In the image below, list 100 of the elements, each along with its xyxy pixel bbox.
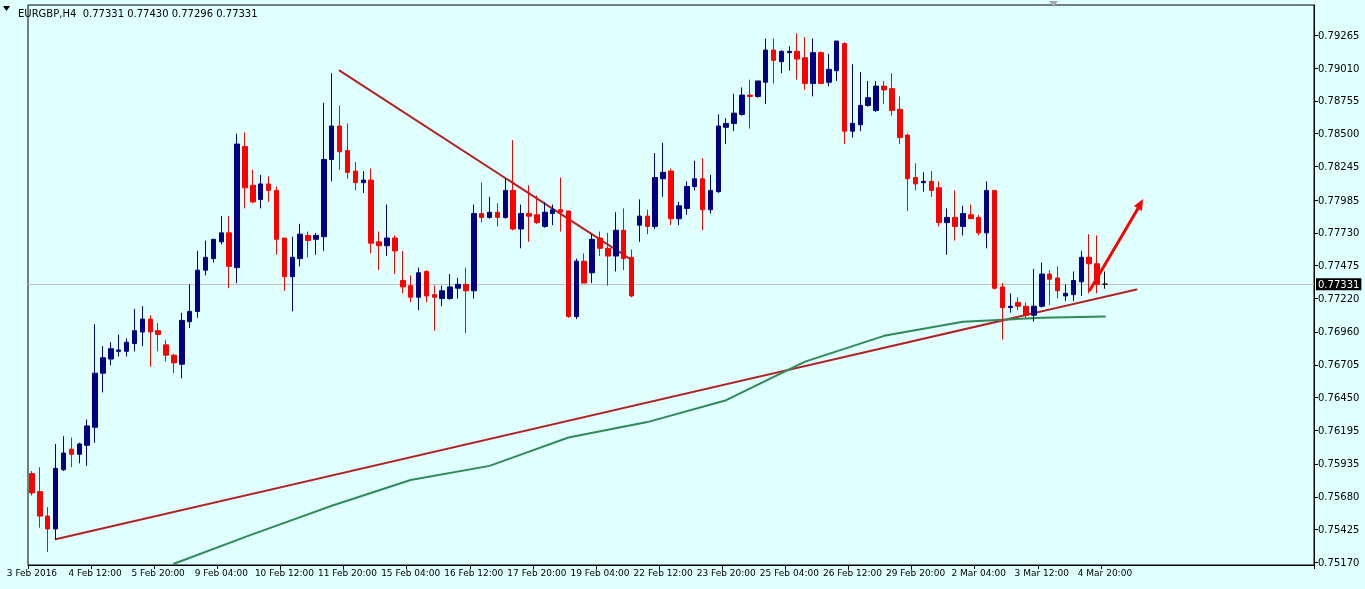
candlestick [155,322,161,352]
candlestick [779,49,784,74]
ref-line-label: 0.77331 [1318,278,1360,290]
candlestick [1086,233,1092,294]
candlestick [684,180,690,216]
candlestick [45,506,50,553]
y-tick-label: 0.75680 [1318,491,1360,503]
x-tick-label: 29 Feb 20:00 [886,567,946,578]
candlestick [463,267,469,334]
candlestick [810,37,816,97]
x-tick-label: 11 Feb 20:00 [318,567,378,578]
candlestick [1055,265,1060,300]
candlestick [1015,296,1021,311]
candlestick [108,341,114,366]
y-tick-label: 0.76450 [1318,392,1360,404]
candlestick [960,205,966,236]
candlestick [802,36,808,91]
candlestick [763,37,768,105]
candlestick [234,133,240,284]
candlestick [905,133,910,212]
candlestick [865,80,871,108]
candlestick [61,435,66,472]
candlestick [447,273,453,301]
y-tick-label: 0.79010 [1318,62,1360,74]
candlestick [771,37,776,85]
y-tick-label: 0.76960 [1318,326,1360,338]
candlestick [69,437,74,468]
candlestick [187,283,192,329]
candlestick [353,161,358,191]
candlestick [1079,250,1084,297]
candlestick [432,285,437,332]
chart-title: EURGBP,H4 0.77331 0.77430 0.77296 0.77331 [18,7,258,19]
candlestick [226,215,232,289]
candlestick [1102,270,1108,290]
candlestick [881,80,887,105]
candlestick [258,174,263,209]
candlestick [731,93,737,132]
candlestick [416,267,421,311]
candlestick [282,237,287,292]
candlestick [834,40,839,82]
candlestick [929,170,934,198]
y-tick-label: 0.76705 [1318,359,1360,371]
x-tick-label: 3 Feb 2016 [6,567,58,578]
x-tick-label: 26 Feb 12:00 [822,567,883,578]
candlestick [629,249,634,298]
x-tick-label: 16 Feb 12:00 [444,567,504,578]
candlestick [637,198,642,243]
candlestick [455,277,461,300]
candlestick [716,113,721,194]
candlestick [566,210,571,319]
x-tick-label: 4 Feb 12:00 [68,567,122,578]
candlestick [818,50,824,85]
candlestick [889,72,895,117]
candlestick [211,238,216,263]
x-tick-label: 5 Feb 20:00 [131,567,186,578]
x-tick-label: 2 Mar 04:00 [951,567,1007,578]
x-tick-label: 9 Feb 04:00 [194,567,249,578]
candlestick [794,32,800,81]
candlestick [621,207,626,271]
candlestick [203,240,208,276]
candlestick [952,189,958,242]
candlestick [195,250,200,319]
candlestick [503,178,508,220]
candlestick [1071,270,1076,302]
x-tick-label: 17 Feb 20:00 [507,567,567,578]
candlestick [652,152,658,230]
candlestick [171,353,177,374]
candlestick [368,167,374,254]
candlestick [858,71,863,132]
candlestick [668,167,674,226]
x-tick-label: 10 Feb 12:00 [254,567,315,578]
candlestick [53,443,58,540]
candlestick [708,174,713,215]
candlestick [1094,234,1100,294]
candlestick [297,223,303,267]
y-tick-label: 0.79265 [1318,29,1360,41]
candlestick [944,207,950,256]
candlestick [250,169,256,204]
candlestick [305,231,311,258]
candlestick [439,285,445,307]
x-tick-label: 25 Feb 04:00 [759,567,820,578]
candlestick [384,204,390,257]
candlestick [124,337,129,357]
candlestick [897,95,903,145]
candlestick [495,202,500,227]
candlestick [471,204,477,300]
candlestick [589,233,595,284]
y-tick-label: 0.75170 [1318,556,1360,568]
candlestick [100,345,106,393]
candlestick [219,215,224,245]
candlestick [376,231,382,271]
candlestick [605,232,611,287]
candlestick [179,312,185,379]
candlestick [1047,269,1052,306]
candlestick [1039,261,1045,309]
x-tick-label: 4 Mar 20:00 [1077,567,1133,578]
candlestick [873,80,879,113]
candlestick [558,177,563,233]
candlestick [850,63,855,139]
candlestick [140,305,145,347]
